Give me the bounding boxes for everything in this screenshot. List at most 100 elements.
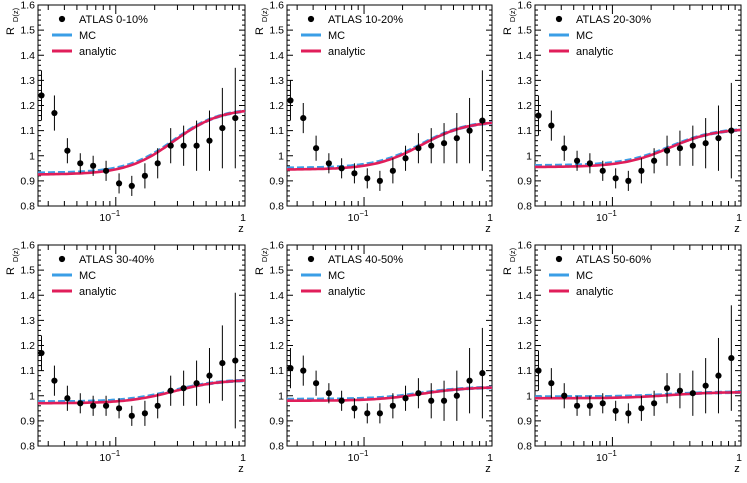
data-point (64, 147, 71, 154)
y-tick-label: 1.6 (20, 240, 35, 252)
tick-exponent: −1 (608, 209, 618, 218)
data-point (206, 137, 213, 144)
y-axis-title: R D(z) (5, 7, 20, 35)
y-tick-label: 1 (29, 150, 35, 162)
data-point (312, 380, 320, 387)
data-point (167, 142, 174, 149)
legend-data-name: ATLAS (79, 14, 113, 26)
legend-label-data: ATLAS 20-30% (576, 14, 651, 26)
legend-label-analytic: analytic (79, 46, 117, 58)
data-point (180, 142, 187, 149)
data-point (90, 402, 97, 409)
y-tick-label: 1.2 (269, 340, 284, 352)
data-point (141, 172, 149, 179)
y-axis-title: R D(z) (254, 247, 269, 275)
mc-curve (38, 109, 246, 175)
data-point (300, 367, 307, 374)
data-point (651, 400, 658, 407)
data-point (625, 177, 632, 184)
y-axis-title-sub: D(z) (11, 7, 20, 22)
data-point (128, 412, 135, 419)
y-tick-label: 0.8 (269, 201, 284, 213)
y-tick-label: 1.3 (269, 75, 284, 87)
data-point (141, 410, 149, 417)
data-point (219, 125, 226, 132)
legend-label-data: ATLAS 10-20% (328, 14, 403, 26)
y-tick-label: 1 (278, 150, 284, 162)
y-axis-title-main: R (254, 267, 266, 275)
legend-label-analytic: analytic (576, 46, 614, 58)
data-point (625, 410, 632, 417)
data-point (219, 359, 226, 367)
legend-centrality: 30-40% (113, 254, 154, 266)
data-point (364, 410, 371, 417)
y-tick-label: 1.5 (269, 265, 284, 277)
x-tick-label-one: 1 (487, 452, 493, 464)
legend-data-name: ATLAS (576, 254, 610, 266)
y-tick-label: 1 (29, 390, 35, 402)
y-axis-title: R D(z) (5, 247, 20, 275)
y-tick-label: 0.8 (269, 441, 284, 453)
data-point (428, 142, 435, 149)
x-tick-label-decade: 10−1 (348, 209, 369, 224)
legend-label-analytic: analytic (576, 286, 614, 298)
data-point (338, 165, 345, 172)
y-tick-label: 1.4 (517, 290, 532, 302)
x-tick-label-one: 1 (736, 452, 742, 464)
legend-label-analytic: analytic (79, 286, 117, 298)
y-axis-title-sub: D(z) (508, 247, 517, 262)
data-point (312, 145, 320, 152)
x-tick-label-one: 1 (736, 212, 742, 224)
y-axis-title-sub: D(z) (260, 247, 269, 262)
x-tick-label-decade: 10−1 (99, 449, 120, 464)
y-tick-label: 1.4 (517, 50, 532, 62)
legend-marker-data (307, 255, 315, 263)
x-axis-title: z (734, 223, 740, 235)
y-tick-label: 0.9 (517, 415, 532, 427)
y-tick-label: 1.4 (269, 50, 284, 62)
analytic-curve (38, 109, 246, 176)
legend-data-name: ATLAS (576, 14, 610, 26)
data-point (479, 117, 486, 124)
x-tick-label-decade: 10−1 (99, 209, 120, 224)
data-point (338, 397, 345, 404)
data-point (287, 365, 294, 372)
y-tick-label: 1.5 (517, 25, 532, 37)
legend-centrality: 20-30% (610, 14, 651, 26)
mc-curve (286, 121, 493, 170)
y-tick-label: 1.3 (269, 315, 284, 327)
y-tick-label: 0.9 (20, 175, 35, 187)
legend-centrality: 40-50% (362, 254, 403, 266)
y-tick-label: 1.5 (269, 25, 284, 37)
data-point (638, 167, 645, 174)
analytic-curve (535, 391, 741, 400)
data-point (573, 402, 581, 409)
y-tick-label: 1.5 (517, 265, 532, 277)
y-axis-title-main: R (502, 267, 514, 275)
y-tick-label: 1.3 (20, 315, 35, 327)
data-point (287, 97, 294, 104)
y-axis-title-sub: D(z) (260, 7, 269, 22)
y-tick-label: 0.8 (20, 441, 35, 453)
data-point (561, 392, 568, 399)
data-point (586, 402, 593, 409)
data-point (561, 145, 568, 152)
data-point (599, 167, 606, 174)
analytic-curve (38, 379, 246, 405)
legend-marker-data (555, 15, 563, 23)
y-tick-label: 1.2 (20, 340, 35, 352)
data-point (535, 112, 542, 119)
data-point (51, 377, 58, 384)
data-point (232, 114, 239, 122)
data-point (466, 377, 473, 384)
data-point (90, 162, 97, 169)
data-point (663, 385, 671, 392)
tick-exponent: −1 (111, 209, 121, 218)
data-point (300, 114, 307, 122)
y-tick-label: 0.9 (517, 175, 532, 187)
tick-exponent: −1 (359, 449, 369, 458)
data-point (154, 160, 161, 167)
data-point (351, 405, 358, 412)
y-tick-label: 1.1 (20, 125, 35, 137)
